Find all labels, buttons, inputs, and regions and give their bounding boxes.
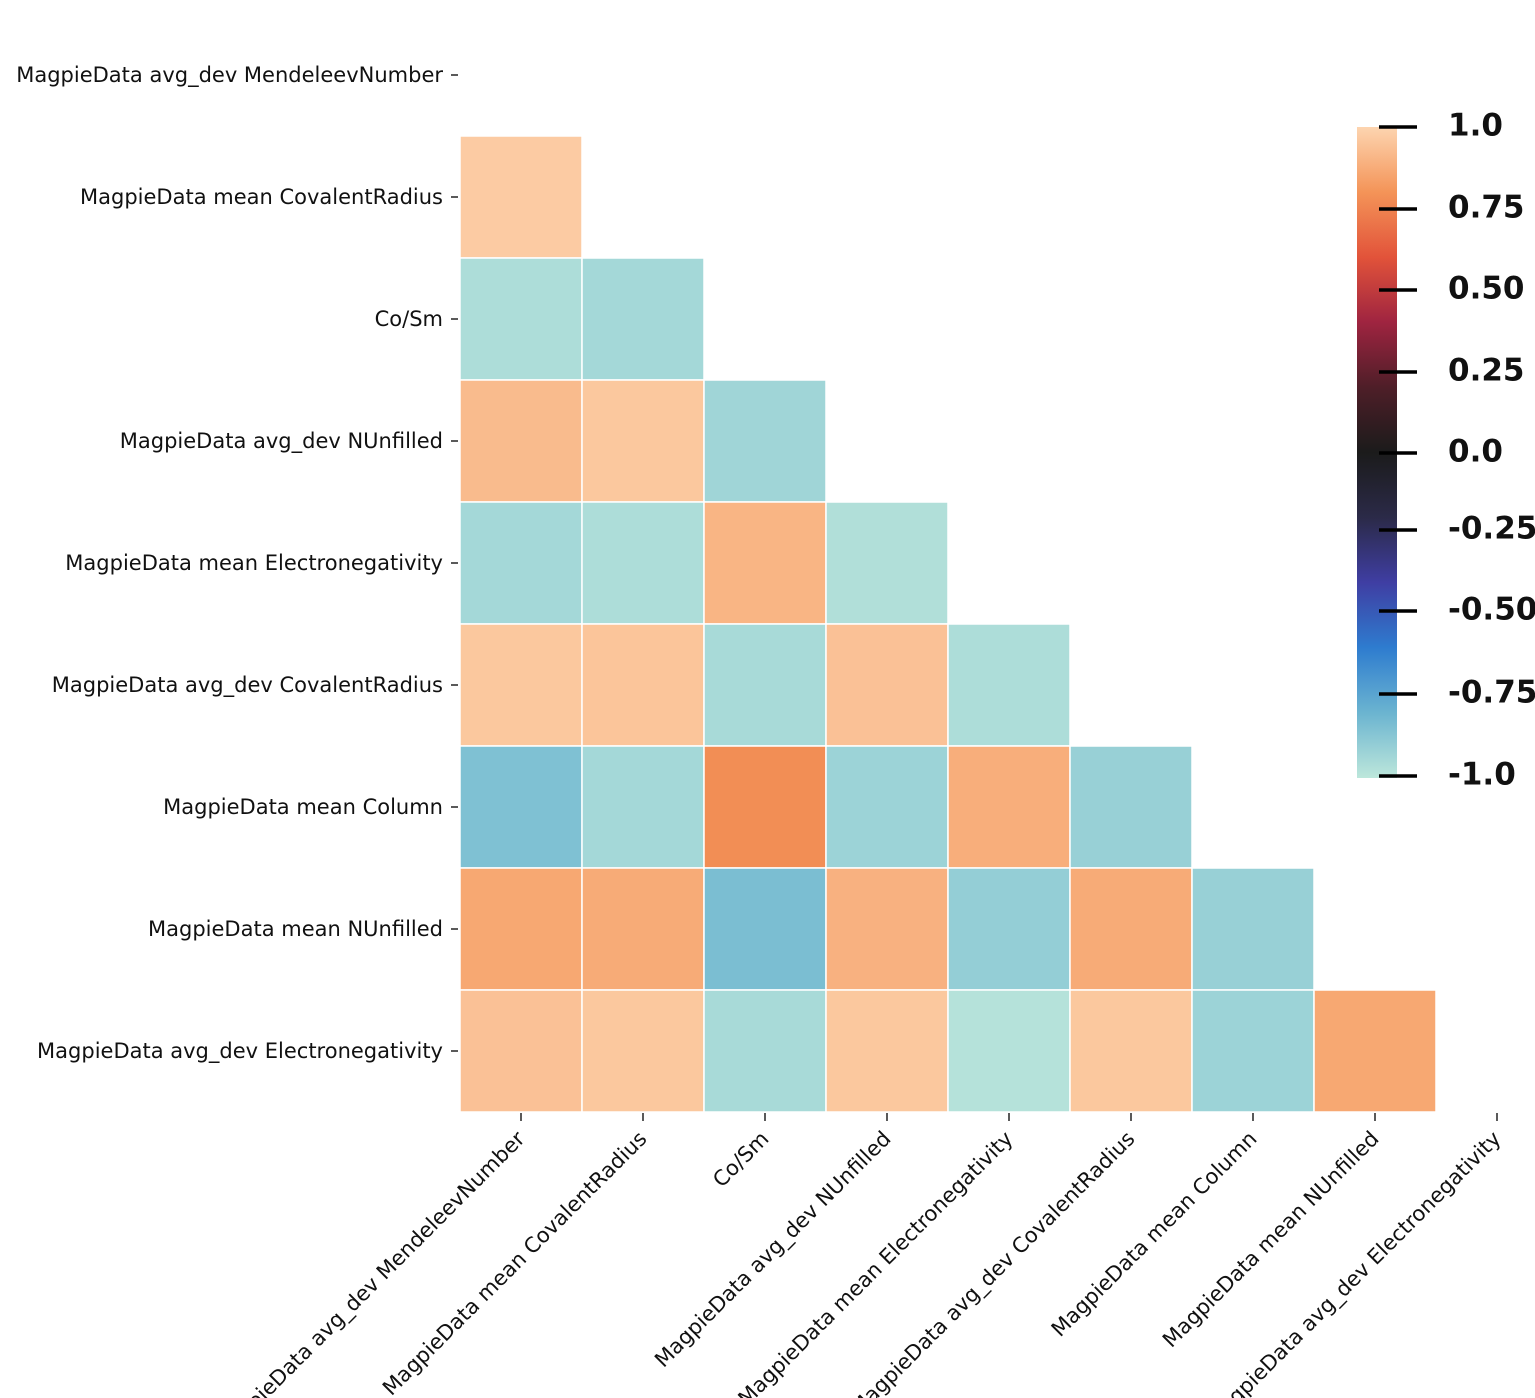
colorbar: 1.0 0.75 0.50 0.25 0.0 -0.25 -0.50 -0.75 -1.0 xyxy=(1357,108,1535,793)
colorbar-tick-label: 0.0 xyxy=(1448,434,1503,470)
y-tick-label: MagpieData avg_dev Electronegativity xyxy=(37,1039,443,1064)
heatmap-cell xyxy=(581,379,705,503)
heatmap-cell xyxy=(459,135,583,259)
x-tick-label: Co/Sm xyxy=(708,1127,773,1192)
heatmap-cell xyxy=(1191,989,1315,1113)
heatmap-cell xyxy=(703,867,827,991)
y-tick-label: MagpieData mean NUnfilled xyxy=(148,917,443,941)
heatmap-cell xyxy=(1069,745,1193,869)
colorbar-tick-label: -0.50 xyxy=(1448,592,1535,628)
heatmap-cell xyxy=(581,989,705,1113)
heatmap-cell xyxy=(1191,867,1315,991)
x-tick-label: MagpieData mean CovalentRadius xyxy=(378,1127,652,1398)
heatmap-cell xyxy=(703,989,827,1113)
y-tick-label: MagpieData avg_dev NUnfilled xyxy=(120,429,443,454)
heatmap-cell xyxy=(703,501,827,625)
heatmap-cell xyxy=(459,379,583,503)
x-tick-label: MagpieData avg_dev NUnfilled xyxy=(650,1127,896,1373)
heatmap-cell xyxy=(703,379,827,503)
heatmap-cell xyxy=(581,257,705,381)
heatmap-cell xyxy=(825,745,949,869)
heatmap-cell xyxy=(459,257,583,381)
colorbar-tick-label: 1.0 xyxy=(1448,108,1503,144)
heatmap-cell xyxy=(459,989,583,1113)
heatmap-cell xyxy=(459,867,583,991)
y-tick-label: MagpieData mean CovalentRadius xyxy=(80,185,443,209)
heatmap-cell xyxy=(825,501,949,625)
y-tick-label: MagpieData avg_dev MendeleevNumber xyxy=(16,63,443,88)
x-axis-tick-labels: MagpieData avg_dev MendeleevNumberMagpie… xyxy=(211,1113,1506,1398)
colorbar-tick-label: -0.25 xyxy=(1448,511,1535,547)
x-tick-label: MagpieData mean Column xyxy=(1047,1127,1262,1342)
y-tick-label: MagpieData avg_dev CovalentRadius xyxy=(52,673,443,698)
colorbar-tick-label: 0.75 xyxy=(1448,190,1525,226)
y-axis-tick-labels: MagpieData avg_dev MendeleevNumber Magpie… xyxy=(16,63,458,1064)
heatmap-cell xyxy=(459,501,583,625)
heatmap-cell xyxy=(581,623,705,747)
y-tick-label: MagpieData mean Column xyxy=(163,795,443,819)
heatmap-cells xyxy=(459,135,1437,1113)
heatmap-cell xyxy=(703,623,827,747)
heatmap-cell xyxy=(459,623,583,747)
heatmap-cell xyxy=(825,989,949,1113)
y-tick-label: MagpieData mean Electronegativity xyxy=(65,551,443,575)
heatmap-cell xyxy=(459,745,583,869)
heatmap-cell xyxy=(947,989,1071,1113)
heatmap-cell xyxy=(947,745,1071,869)
heatmap-cell xyxy=(581,745,705,869)
colorbar-tick-label: -1.0 xyxy=(1448,757,1516,793)
heatmap-cell xyxy=(581,867,705,991)
y-tick-label: Co/Sm xyxy=(375,307,443,331)
heatmap-cell xyxy=(1069,989,1193,1113)
colorbar-tick-label: -0.75 xyxy=(1448,675,1535,711)
colorbar-tick-label: 0.25 xyxy=(1448,353,1525,389)
heatmap-cell xyxy=(825,867,949,991)
x-tick-label: MagpieData avg_dev MendeleevNumber xyxy=(211,1126,531,1398)
heatmap-cell xyxy=(1069,867,1193,991)
x-tick-label: MagpieData mean NUnfilled xyxy=(1158,1127,1384,1353)
heatmap-cell xyxy=(581,501,705,625)
heatmap-cell xyxy=(825,623,949,747)
heatmap-cell xyxy=(703,745,827,869)
colorbar-tick-label: 0.50 xyxy=(1448,271,1525,307)
heatmap-cell xyxy=(1313,989,1437,1113)
heatmap-cell xyxy=(947,623,1071,747)
heatmap-cell xyxy=(947,867,1071,991)
